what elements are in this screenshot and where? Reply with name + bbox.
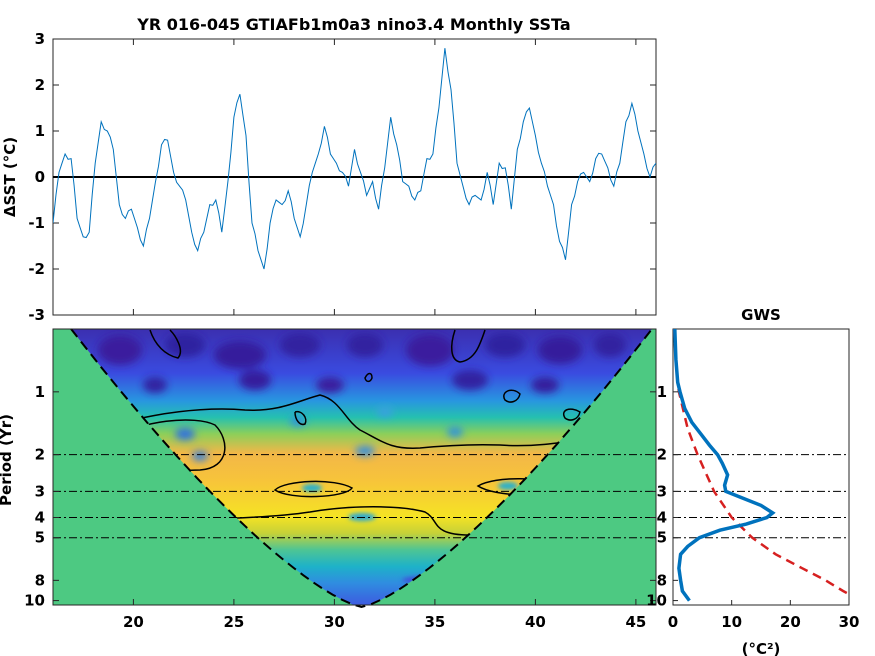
y-tick-label: 8 bbox=[35, 571, 45, 589]
x-tick-label: 25 bbox=[223, 613, 244, 631]
x-tick-label: 30 bbox=[839, 613, 860, 631]
y-tick-label: 10 bbox=[24, 592, 45, 610]
gws-reference-lines bbox=[673, 454, 849, 539]
chart-title: YR 016-045 GTIAFb1m0a3 nino3.4 Monthly S… bbox=[136, 15, 570, 34]
global-wavelet-spectrum-line bbox=[673, 329, 776, 602]
y-tick-label: 1 bbox=[35, 383, 45, 401]
x-tick-label: 20 bbox=[123, 613, 144, 631]
y-axis-label-wavelet: Period (Yr) bbox=[0, 414, 15, 506]
y-tick-label: 8 bbox=[657, 571, 667, 589]
y-tick-label: 5 bbox=[657, 529, 667, 547]
y-tick-label: 2 bbox=[35, 446, 45, 464]
y-tick-label: 1 bbox=[657, 383, 667, 401]
y-tick-label: 10 bbox=[646, 592, 667, 610]
y-axis-wavelet: 1 2 3 4 5 8 10 bbox=[24, 383, 656, 610]
plot-area-wavelet bbox=[52, 328, 657, 606]
x-axis-ticks-timeseries bbox=[132, 39, 637, 315]
x-tick-label: 35 bbox=[424, 613, 445, 631]
x-tick-label: 30 bbox=[324, 613, 345, 631]
y-tick-label: 3 bbox=[35, 482, 45, 500]
x-tick-label: 0 bbox=[668, 613, 678, 631]
y-axis-gws: 1 2 3 4 5 8 10 bbox=[646, 383, 678, 610]
y-tick-label: 2 bbox=[35, 76, 45, 94]
y-tick-label: 5 bbox=[35, 529, 45, 547]
y-tick-label: 4 bbox=[657, 509, 667, 527]
y-tick-label: 2 bbox=[657, 446, 667, 464]
y-axis-timeseries: -3 -2 -1 0 1 2 3 bbox=[28, 30, 656, 324]
x-tick-label: 10 bbox=[721, 613, 742, 631]
y-tick-label: 1 bbox=[35, 122, 45, 140]
x-tick-label: 45 bbox=[625, 613, 646, 631]
y-axis-label-timeseries: ΔSST (°C) bbox=[1, 137, 19, 217]
x-axis-wavelet: 20 25 30 35 40 45 bbox=[123, 599, 646, 631]
gws-title: GWS bbox=[741, 306, 781, 324]
plot-area-gws bbox=[672, 328, 850, 606]
x-tick-label: 20 bbox=[780, 613, 801, 631]
y-tick-label: 4 bbox=[35, 509, 45, 527]
x-axis-label-gws: (°C²) bbox=[742, 640, 781, 656]
sst-series-line bbox=[53, 48, 656, 270]
y-tick-label: 3 bbox=[657, 482, 667, 500]
y-tick-label: 0 bbox=[35, 168, 45, 186]
wavelet-spectrum bbox=[52, 328, 657, 609]
y-tick-label: -3 bbox=[28, 306, 45, 324]
cone-of-influence-line bbox=[70, 328, 653, 609]
y-tick-label: -2 bbox=[28, 260, 45, 278]
x-axis-gws: 0 10 20 30 bbox=[668, 600, 860, 631]
period-reference-lines bbox=[53, 454, 656, 539]
y-tick-label: 3 bbox=[35, 30, 45, 48]
y-tick-label: -1 bbox=[28, 214, 45, 232]
x-tick-label: 40 bbox=[525, 613, 546, 631]
wavelet-power-blobs bbox=[98, 333, 626, 469]
